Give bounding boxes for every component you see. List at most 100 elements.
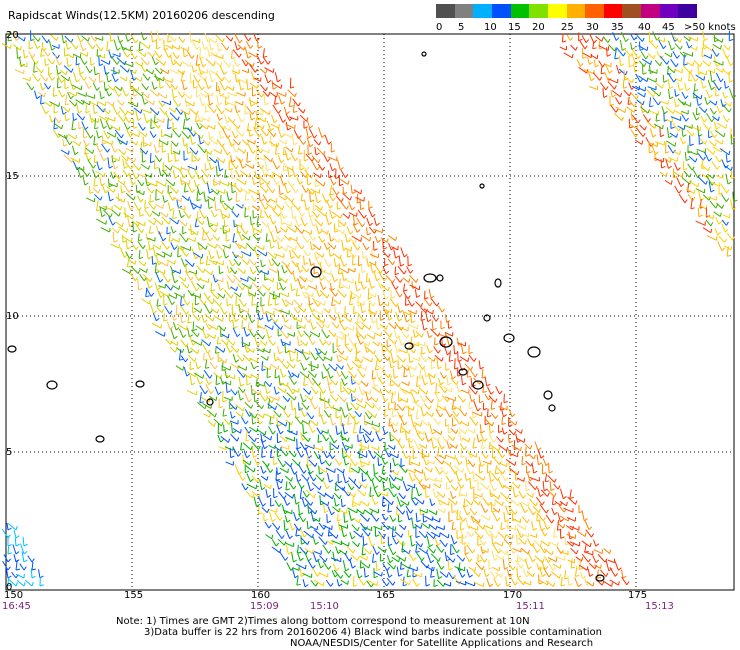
wind-barb xyxy=(317,491,325,498)
wind-barb-tick xyxy=(40,102,45,105)
wind-barb xyxy=(557,522,564,529)
wind-barb xyxy=(147,201,155,210)
wind-barb-tick xyxy=(481,447,486,449)
wind-barb-tick xyxy=(368,206,373,209)
wind-barb xyxy=(458,431,462,441)
wind-barb xyxy=(332,506,340,513)
wind-barb-tick xyxy=(252,94,257,97)
wind-barb-tick xyxy=(268,406,273,409)
wind-barb-tick xyxy=(174,108,177,113)
wind-barb xyxy=(473,493,483,498)
wind-barb xyxy=(425,486,427,498)
wind-barb-tick xyxy=(252,150,256,154)
wind-barb xyxy=(406,510,410,521)
wind-barb-tick xyxy=(455,486,459,491)
wind-barb xyxy=(357,255,360,266)
wind-barb-tick xyxy=(306,405,310,410)
wind-barb xyxy=(341,271,345,281)
wind-barb xyxy=(247,312,253,323)
wind-barb xyxy=(329,209,333,219)
wind-barb xyxy=(444,331,453,337)
wind-barb xyxy=(240,442,243,451)
wind-barb-tick xyxy=(216,325,219,330)
wind-barb xyxy=(500,492,508,500)
wind-barb-tick xyxy=(254,437,257,442)
wind-barb xyxy=(140,141,143,153)
wind-barb xyxy=(347,416,350,425)
wind-barb-tick xyxy=(204,319,208,323)
wind-barb-tick xyxy=(334,230,339,233)
wind-barb-tick xyxy=(358,518,361,523)
wind-barb-tick xyxy=(449,479,454,484)
wind-barb-tick xyxy=(401,342,405,346)
wind-barb-tick xyxy=(154,166,159,170)
wind-barb-tick xyxy=(378,463,383,467)
wind-barb xyxy=(328,329,335,337)
wind-barb-tick xyxy=(468,437,470,442)
wind-barb xyxy=(430,437,434,449)
wind-barb xyxy=(488,422,491,433)
wind-barb xyxy=(452,415,461,425)
wind-barb xyxy=(396,354,405,363)
wind-barb-tick xyxy=(241,357,245,362)
wind-barb xyxy=(313,529,323,537)
wind-barb xyxy=(249,113,252,121)
wind-barb xyxy=(310,400,316,410)
wind-barb-tick xyxy=(133,229,138,233)
wind-barb xyxy=(362,536,365,546)
wind-barb xyxy=(420,310,423,321)
wind-barb xyxy=(381,370,389,378)
wind-barb xyxy=(423,471,427,481)
wind-barb xyxy=(324,134,329,145)
wind-barb xyxy=(414,497,424,505)
wind-barb xyxy=(380,391,386,402)
wind-barb-tick xyxy=(584,532,587,537)
wind-barb-tick xyxy=(459,510,461,515)
wind-barb-tick xyxy=(149,232,154,234)
wind-barb-tick xyxy=(318,351,322,355)
wind-barb xyxy=(203,352,205,361)
wind-barb xyxy=(529,476,540,482)
wind-barb xyxy=(216,113,220,121)
wind-barb-tick xyxy=(436,302,440,307)
wind-barb xyxy=(542,480,545,491)
wind-barb xyxy=(191,64,195,73)
wind-barb-tick xyxy=(182,231,187,235)
wind-barb xyxy=(346,387,356,393)
wind-barb xyxy=(256,55,262,65)
wind-barb-tick xyxy=(54,111,59,114)
wind-barb xyxy=(241,282,251,290)
wind-barb-tick xyxy=(408,278,411,283)
wind-barb-tick xyxy=(253,181,258,186)
wind-barb xyxy=(319,338,324,346)
wind-barb xyxy=(247,143,254,154)
wind-barb xyxy=(244,47,249,59)
wind-barb-tick xyxy=(261,405,265,410)
wind-barb xyxy=(490,399,493,410)
wind-barb xyxy=(220,436,229,443)
wind-barb xyxy=(206,216,210,228)
wind-barb-tick xyxy=(218,255,223,259)
wind-barb-tick xyxy=(264,430,267,436)
wind-barb xyxy=(146,237,156,242)
wind-barb-tick xyxy=(421,333,424,338)
wind-barb-tick xyxy=(198,175,203,180)
wind-barb-tick xyxy=(460,455,465,458)
wind-barb-tick xyxy=(245,230,249,235)
wind-barb xyxy=(356,315,359,323)
wind-barb xyxy=(228,312,231,322)
wind-barb xyxy=(107,178,110,187)
wind-barb xyxy=(370,513,378,522)
wind-barb-tick xyxy=(175,327,180,331)
wind-barb-tick xyxy=(427,421,430,426)
wind-barb-tick xyxy=(472,446,478,449)
wind-barb xyxy=(245,465,255,473)
wind-barb-tick xyxy=(339,286,344,289)
wind-barb xyxy=(223,202,233,211)
wind-barb xyxy=(472,411,482,417)
wind-barb-tick xyxy=(372,377,377,380)
wind-barb-tick xyxy=(178,133,182,138)
wind-barb xyxy=(48,40,53,51)
wind-barb xyxy=(199,298,205,305)
wind-barb-tick xyxy=(150,160,155,164)
